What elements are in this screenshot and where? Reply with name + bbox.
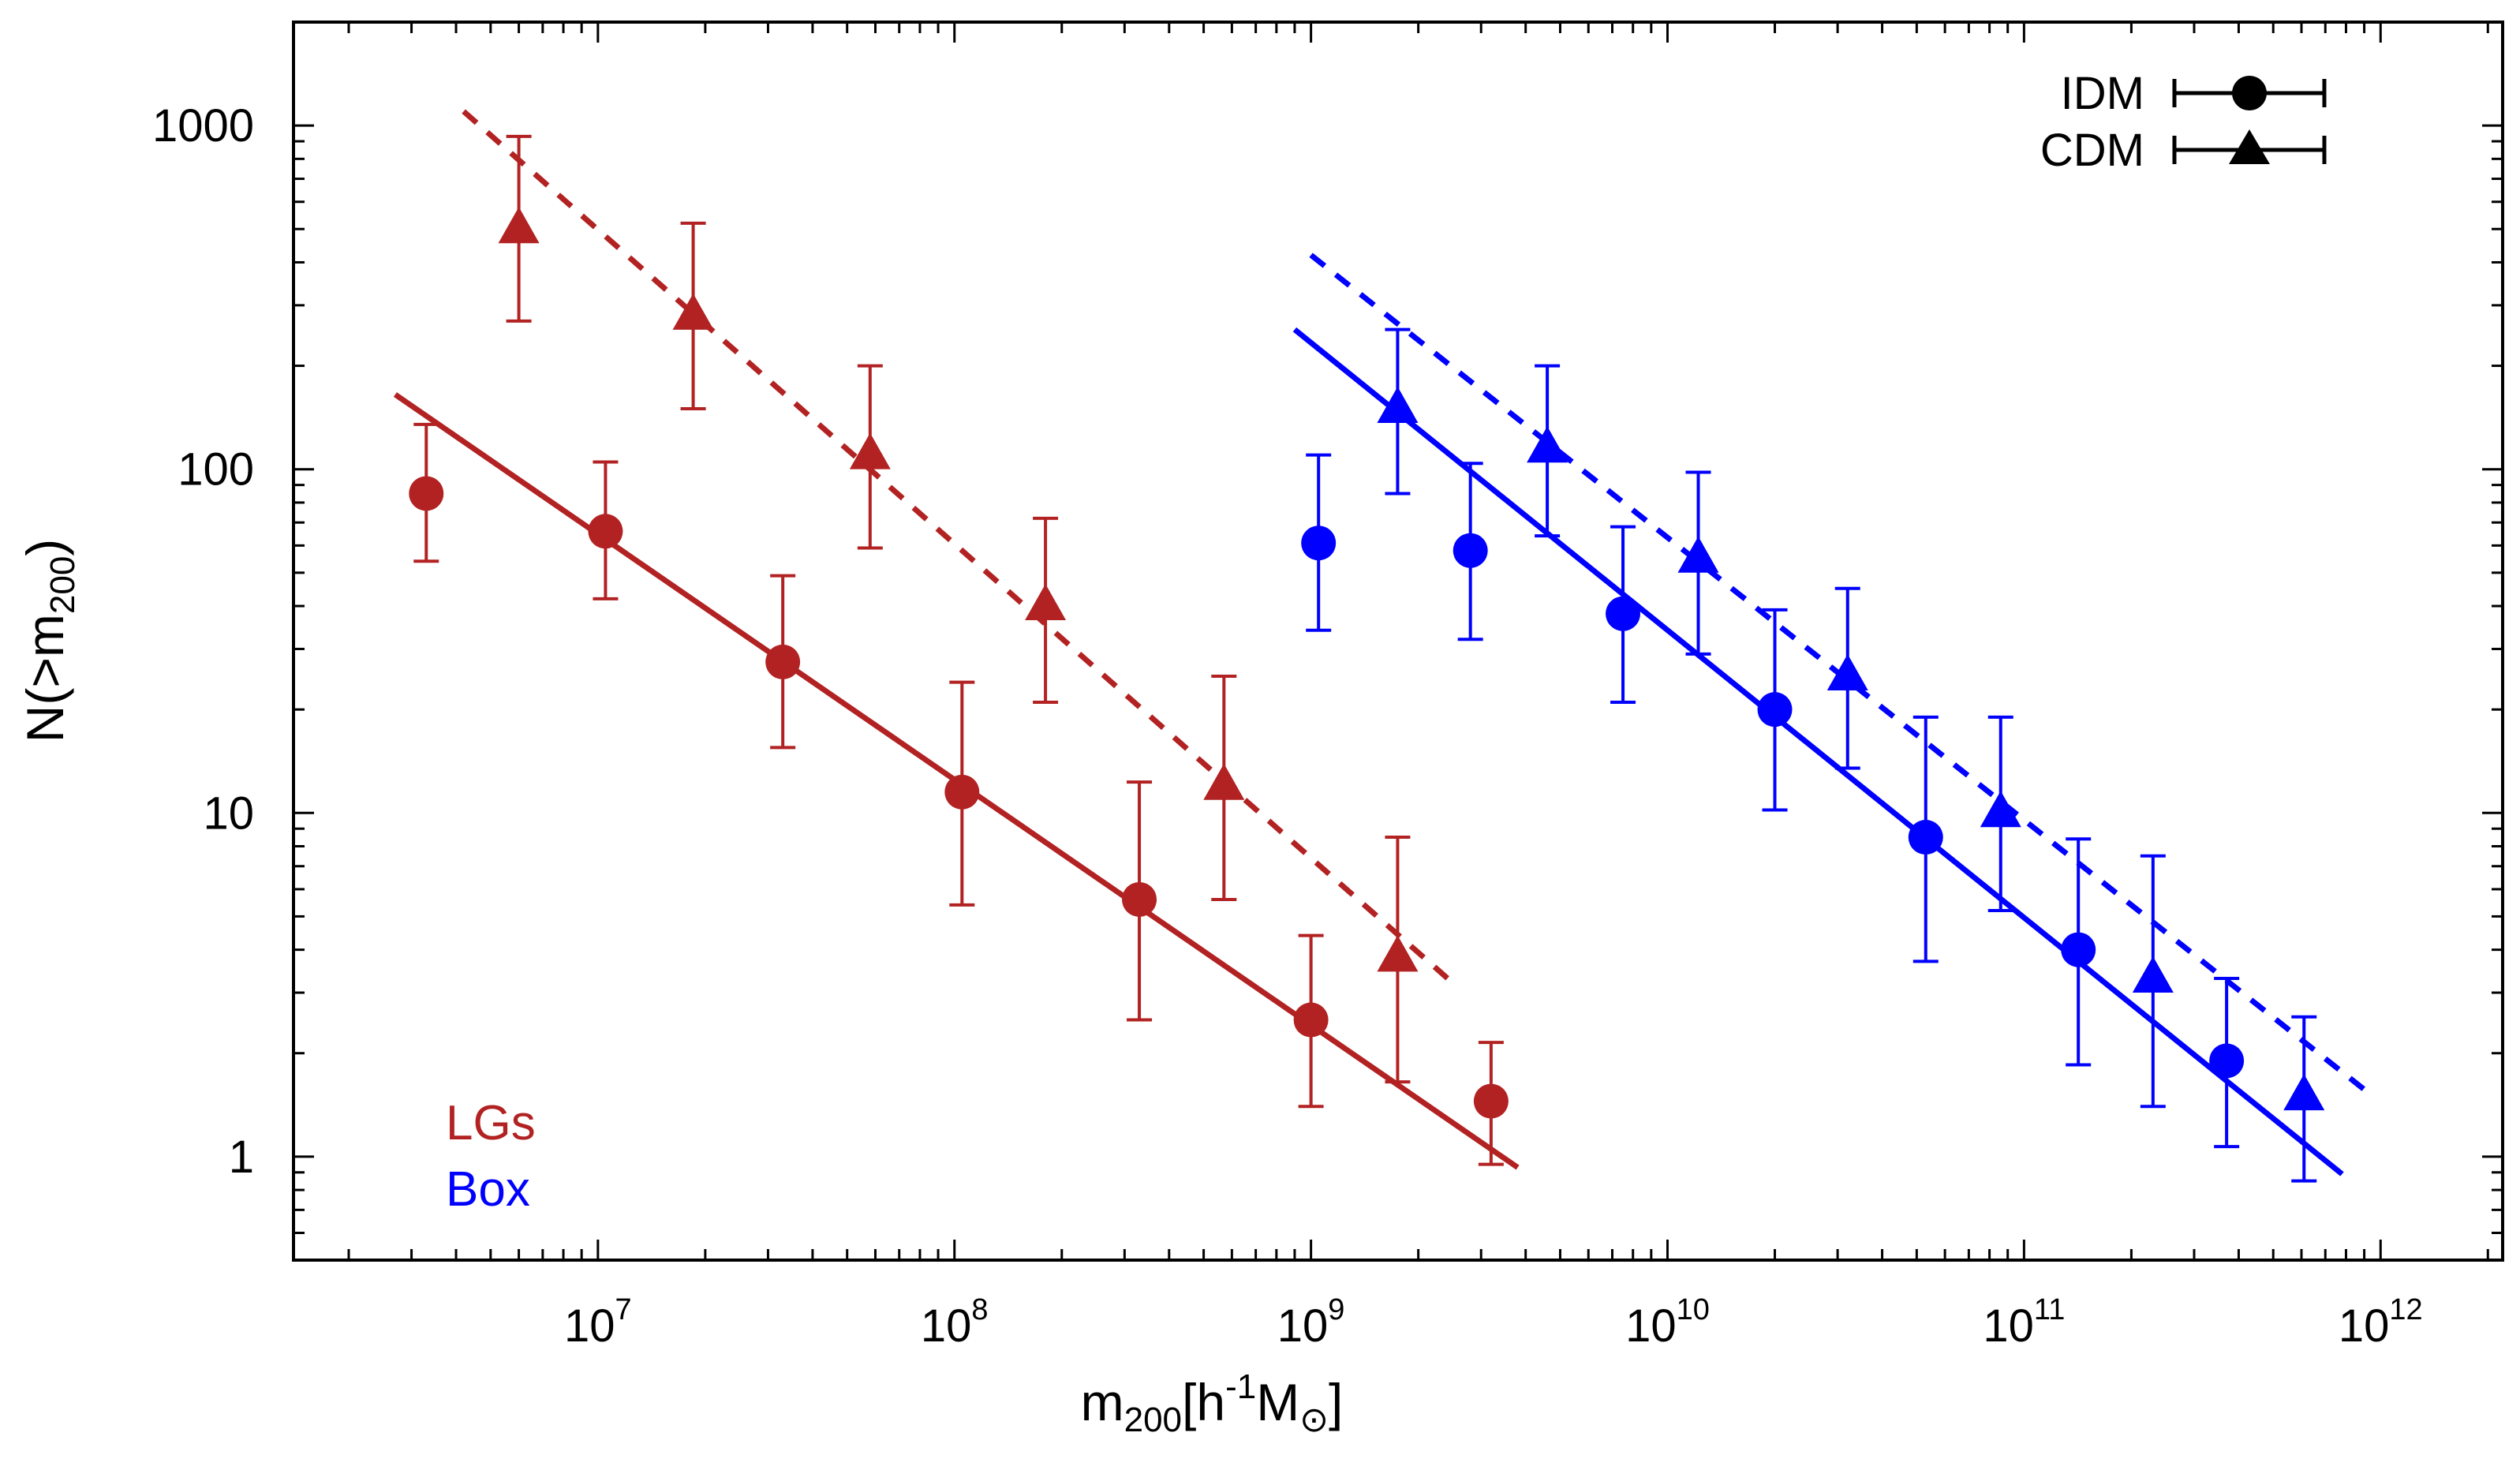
point-lgs-cdm xyxy=(1377,935,1419,972)
x-tick-label-exponent: 7 xyxy=(615,1293,632,1326)
legend-label-cdm: CDM xyxy=(2040,125,2144,176)
y-axis-title: N(>m200) xyxy=(16,539,82,743)
x-tick-label-base: 10 xyxy=(564,1300,615,1352)
point-box-cdm xyxy=(1980,791,2021,828)
y-tick-labels: 1 10 100 1000 xyxy=(152,100,254,1183)
group-label-lgs: LGs xyxy=(446,1096,536,1150)
x-tick-labels: 107 108 109 1010 1011 1012 xyxy=(564,1293,2423,1352)
group-label-box: Box xyxy=(446,1162,530,1217)
x-tick-label-base: 10 xyxy=(1277,1300,1329,1352)
x-tick-label-exponent: 8 xyxy=(971,1293,988,1326)
y-axis-title-prefix: N(>m xyxy=(16,614,74,742)
point-lgs-idm xyxy=(1473,1083,1509,1119)
point-lgs-idm xyxy=(1293,1002,1329,1038)
y-tick-label: 100 xyxy=(178,444,254,496)
x-axis-title-bracket-close: ] xyxy=(1329,1373,1343,1431)
point-box-idm xyxy=(1757,692,1793,728)
x-axis-title-superscript: -1 xyxy=(1225,1367,1256,1406)
point-box-cdm xyxy=(1527,426,1568,463)
y-axis-title-subscript: 200 xyxy=(43,556,82,614)
point-box-idm xyxy=(1908,820,1943,855)
x-axis-title: m200[h-1M⊙] xyxy=(1081,1367,1344,1439)
x-tick-label: 109 xyxy=(1277,1293,1345,1352)
x-tick-label: 107 xyxy=(564,1293,632,1352)
point-box-cdm xyxy=(1377,387,1419,424)
x-tick-label: 108 xyxy=(921,1293,989,1352)
point-box-idm xyxy=(1453,533,1488,568)
x-tick-label-base: 10 xyxy=(1983,1300,2034,1352)
error-bars xyxy=(413,134,2317,1183)
point-lgs-cdm xyxy=(672,293,714,330)
x-tick-label-exponent: 10 xyxy=(1677,1293,1710,1326)
y-tick-label: 10 xyxy=(203,787,254,839)
x-axis-title-bracket-open: [h xyxy=(1182,1373,1225,1431)
x-tick-label: 1011 xyxy=(1983,1293,2065,1352)
plot-frame xyxy=(292,21,2504,1262)
legend-label-idm: IDM xyxy=(2061,68,2144,119)
point-box-cdm xyxy=(1677,536,1719,573)
point-box-idm xyxy=(1301,526,1337,561)
point-lgs-cdm xyxy=(1025,584,1067,621)
x-axis-title-unit: M xyxy=(1256,1373,1299,1431)
point-box-cdm xyxy=(2132,956,2174,993)
x-tick-label: 1010 xyxy=(1625,1293,1710,1352)
x-tick-label-exponent: 12 xyxy=(2389,1293,2422,1326)
point-box-cdm xyxy=(2283,1074,2325,1111)
legend-idm-circle-marker xyxy=(2232,76,2267,110)
x-axis-title-subscript: 200 xyxy=(1124,1401,1182,1439)
y-tick-label: 1 xyxy=(229,1131,254,1183)
point-lgs-idm xyxy=(944,774,980,810)
y-axis-title-suffix: ) xyxy=(16,539,74,556)
data-markers xyxy=(409,207,2325,1119)
x-tick-label-exponent: 11 xyxy=(2034,1293,2065,1326)
point-box-cdm xyxy=(1826,653,1868,690)
point-lgs-cdm xyxy=(498,207,540,244)
x-tick-label-base: 10 xyxy=(2339,1300,2390,1352)
x-tick-label-base: 10 xyxy=(1625,1300,1677,1352)
fit-line-box-idm-fit xyxy=(1292,327,2344,1176)
point-lgs-idm xyxy=(409,476,444,511)
point-lgs-cdm xyxy=(1203,763,1245,800)
x-axis-title-base: m xyxy=(1081,1373,1124,1431)
legend-cdm-triangle-marker xyxy=(2229,129,2270,164)
x-tick-label-base: 10 xyxy=(921,1300,972,1352)
point-box-idm xyxy=(1606,596,1641,631)
legend: IDM CDM xyxy=(2040,68,2327,176)
point-lgs-idm xyxy=(1122,881,1157,917)
x-axis-title-sun-symbol: ⊙ xyxy=(1299,1401,1329,1439)
axis-ticks xyxy=(294,21,2503,1262)
point-box-idm xyxy=(2209,1043,2245,1079)
y-tick-label: 1000 xyxy=(152,100,254,151)
x-tick-label-exponent: 9 xyxy=(1328,1293,1344,1326)
point-lgs-idm xyxy=(588,514,623,549)
point-lgs-idm xyxy=(765,644,801,679)
x-tick-label: 1012 xyxy=(2339,1293,2423,1352)
point-box-idm xyxy=(2061,932,2096,967)
point-lgs-cdm xyxy=(849,432,891,469)
